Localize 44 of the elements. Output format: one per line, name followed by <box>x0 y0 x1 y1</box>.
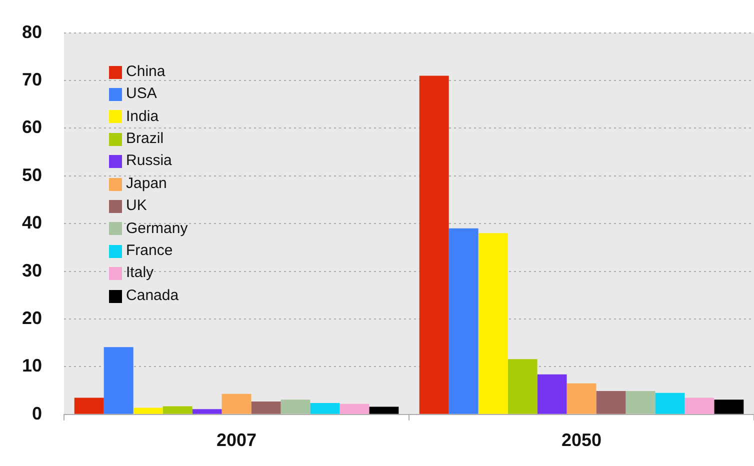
legend-label: Brazil <box>126 129 164 150</box>
legend-label: UK <box>126 196 147 216</box>
y-tick-label: 50 <box>22 164 42 185</box>
y-tick-label: 60 <box>22 117 42 138</box>
bar <box>478 233 508 414</box>
y-tick-label: 10 <box>22 356 42 376</box>
y-tick-label: 70 <box>22 69 42 90</box>
y-tick-label: 30 <box>22 260 42 280</box>
bar <box>162 406 192 414</box>
y-tick-label: 0 <box>32 403 42 424</box>
bar <box>104 347 134 414</box>
bar <box>419 76 449 414</box>
x-tick-label: 2007 <box>216 430 257 450</box>
bar <box>340 404 370 414</box>
bar <box>508 359 538 414</box>
y-tick-label: 40 <box>22 212 42 233</box>
bar <box>655 392 685 414</box>
y-tick-label: 80 <box>22 22 42 42</box>
bar <box>222 394 252 414</box>
bar <box>566 383 596 414</box>
bar <box>684 398 714 414</box>
legend-label: Italy <box>126 263 154 284</box>
bar <box>369 406 399 414</box>
bar <box>626 391 656 414</box>
legend-label: Canada <box>126 286 179 306</box>
bar <box>310 402 340 414</box>
y-tick-label: 20 <box>22 308 42 328</box>
bar <box>537 374 567 414</box>
bar <box>74 398 104 414</box>
legend-label: Germany <box>126 218 188 239</box>
bar <box>192 409 222 414</box>
legend-label: France <box>126 241 173 262</box>
bar <box>133 408 163 414</box>
legend-label: Japan <box>126 174 167 194</box>
bar <box>448 228 478 414</box>
legend-label: India <box>126 106 159 127</box>
bar <box>596 391 626 414</box>
legend-label: Russia <box>126 151 172 172</box>
bar <box>280 400 310 414</box>
legend-label: USA <box>126 84 157 104</box>
bar <box>714 400 744 414</box>
x-tick-label: 2050 <box>561 430 602 450</box>
bar <box>251 402 281 414</box>
legend-label: China <box>126 62 166 82</box>
